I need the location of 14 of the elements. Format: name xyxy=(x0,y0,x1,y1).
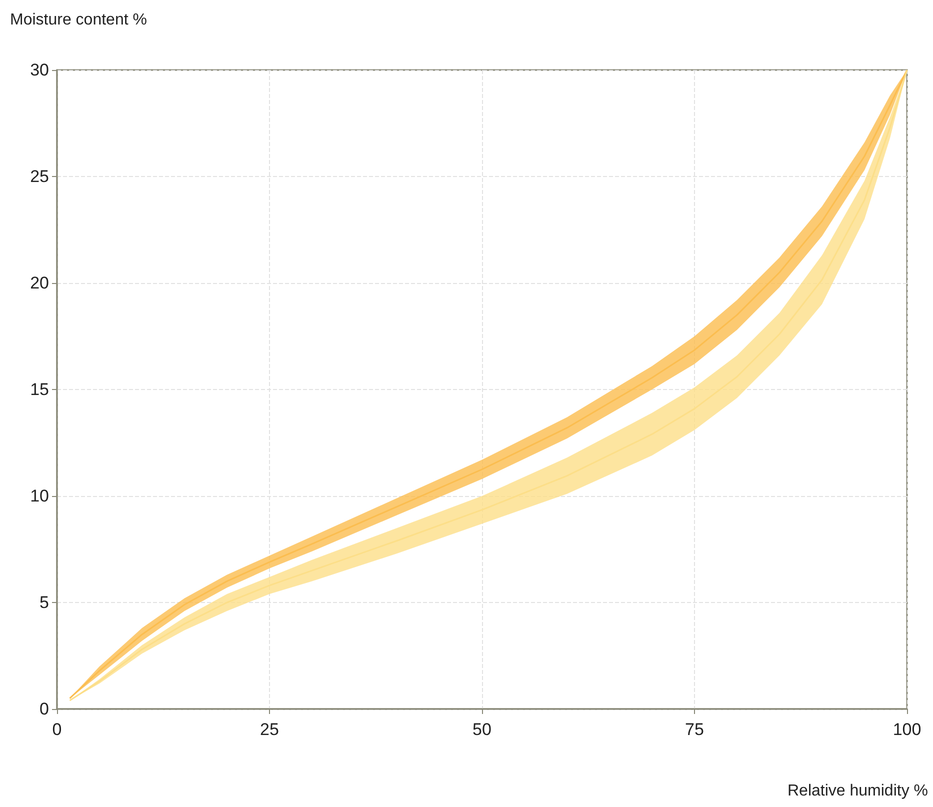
y-tick-label: 15 xyxy=(30,380,49,399)
x-axis-title: Relative humidity % xyxy=(788,782,928,800)
x-tick-label: 0 xyxy=(52,720,62,739)
y-tick-label: 5 xyxy=(40,593,49,612)
y-tick-label: 10 xyxy=(30,486,49,506)
x-tick-label: 75 xyxy=(685,720,704,739)
y-tick-label: 30 xyxy=(30,60,49,80)
y-tick-label: 20 xyxy=(30,274,49,292)
y-axis-title: Moisture content % xyxy=(10,12,147,28)
x-tick-label: 50 xyxy=(472,720,492,739)
y-tick-label: 0 xyxy=(40,700,49,718)
y-tick-label: 25 xyxy=(30,167,49,186)
x-tick-label: 25 xyxy=(260,720,279,739)
x-tick-label: 100 xyxy=(892,720,922,739)
